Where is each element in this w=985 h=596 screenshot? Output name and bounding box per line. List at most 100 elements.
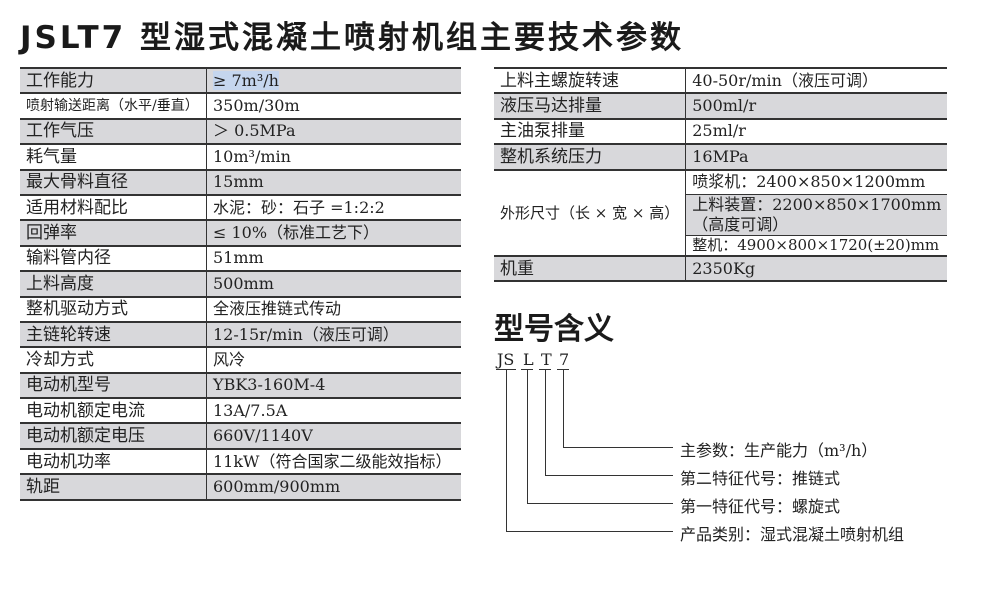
spec-label: 上料高度: [20, 270, 207, 298]
table-row: 整机系统压力 16MPa: [494, 143, 948, 171]
right-spec-table: 上料主螺旋转速 40-50r/min（液压可调） 液压马达排量 500ml/r 主油…: [494, 66, 948, 283]
spec-value-text: 全液压推链式传动: [213, 299, 342, 319]
spec-value-text: 水泥：砂：石子 =1:2:2: [213, 197, 385, 217]
spec-label: 轨距: [20, 473, 207, 501]
spec-label: 液压马达排量: [494, 92, 687, 120]
spec-value-text: ≤ 10%（标准工艺下）: [213, 223, 380, 243]
spec-value-text: 500mm: [213, 273, 274, 293]
spec-value-text: YBK3-160M-4: [213, 375, 326, 395]
spec-value-text: ≥ 7m³/h: [213, 70, 279, 90]
table-row: 工作能力 ≥ 7m³/h: [20, 66, 461, 95]
spec-value-text: 15mm: [213, 172, 264, 192]
table-row: 上料高度 500mm: [20, 270, 461, 298]
spec-value: 600mm/900mm: [206, 473, 461, 501]
spec-value: 25ml/r: [685, 117, 948, 146]
spec-label: 最大骨料直径: [20, 168, 207, 196]
spec-value-text: 12-15r/min（液压可调）: [213, 324, 399, 344]
spec-label: 机重: [494, 254, 687, 283]
spec-label: 回弹率: [20, 219, 207, 247]
code-l: L: [523, 350, 534, 369]
table-row: 整机驱动方式 全液压推链式传动: [20, 295, 461, 323]
spec-label: 主链轮转速: [20, 320, 207, 349]
spec-value: 水泥：砂：石子 =1:2:2: [206, 193, 461, 222]
spec-value: 11kW（符合国家二级能效指标）: [206, 447, 461, 476]
table-row: 电动机功率 11kW（符合国家二级能效指标）: [20, 447, 461, 476]
model-code-diagram: JS L T 7 主参数：生产能力（m³/h） 第二特征代号：推链式 第一特征代…: [490, 340, 940, 550]
table-row: 上料装置：2200×850×1700mm （高度可调）: [494, 193, 948, 236]
code-label-first-feature: 第一特征代号：螺旋式: [680, 497, 841, 516]
model-meaning-title: 型号含义: [494, 312, 614, 347]
spec-label: 整机驱动方式: [20, 295, 207, 323]
table-row: 电动机额定电压 660V/1140V: [20, 422, 461, 450]
spec-value: 350m/30m: [206, 92, 461, 120]
spec-value: 12-15r/min（液压可调）: [206, 320, 461, 349]
spec-value-text: 660V/1140V: [213, 426, 313, 446]
spec-value-text: 600mm/900mm: [213, 476, 341, 496]
spec-label: 适用材料配比: [20, 193, 207, 222]
spec-label: 工作能力: [20, 66, 207, 95]
table-row: 轨距 600mm/900mm: [20, 473, 461, 501]
spec-label: 整机系统压力: [494, 143, 687, 171]
spec-value: 2350Kg: [685, 254, 948, 283]
spec-value-text: ＞ 0.5MPa: [213, 121, 296, 141]
spec-label: 输料管内径: [20, 244, 207, 273]
spec-value: YBK3-160M-4: [206, 371, 461, 400]
spec-value-text: 11kW（符合国家二级能效指标）: [213, 451, 452, 471]
spec-value-text: 10m³/min: [213, 146, 291, 166]
spec-value: 40-50r/min（液压可调）: [685, 66, 948, 95]
spec-label: 上料主螺旋转速: [494, 66, 687, 95]
spec-value: 500mm: [206, 270, 461, 298]
spec-value: 全液压推链式传动: [206, 295, 461, 323]
page-title: JSLT7 型湿式混凝土喷射机组主要技术参数: [20, 20, 684, 56]
spec-value-note: （高度可调）: [692, 214, 789, 234]
spec-label: 电动机型号: [20, 371, 207, 400]
left-spec-table: 工作能力 ≥ 7m³/h 喷射输送距离（水平/垂直） 350m/30m 工作气压 ＞ 0.…: [20, 66, 461, 501]
table-row: 冷却方式 风冷: [20, 346, 461, 374]
spec-label: 工作气压: [20, 117, 207, 146]
spec-value: 51mm: [206, 244, 461, 273]
spec-value: 喷浆机：2400×850×1200mm: [685, 168, 948, 195]
table-row: 机重 2350Kg: [494, 254, 948, 283]
table-row: 主油泵排量 25ml/r: [494, 117, 948, 146]
spec-value: 整机：4900×800×1720(±20)mm: [685, 234, 948, 257]
spec-value-text: 13A/7.5A: [213, 400, 288, 420]
spec-value-text: 风冷: [213, 349, 246, 369]
table-row: 上料主螺旋转速 40-50r/min（液压可调）: [494, 66, 948, 95]
table-row: 回弹率 ≤ 10%（标准工艺下）: [20, 219, 461, 247]
table-row: 最大骨料直径 15mm: [20, 168, 461, 196]
spec-value: ≥ 7m³/h: [206, 66, 461, 95]
code-js: JS: [497, 350, 515, 369]
table-row: 主链轮转速 12-15r/min（液压可调）: [20, 320, 461, 349]
spec-value: 上料装置：2200×850×1700mm: [692, 194, 942, 214]
spec-label: 外形尺寸（长 × 宽 × 高）: [494, 168, 687, 257]
table-row: 输料管内径 51mm: [20, 244, 461, 273]
code-7: 7: [559, 350, 570, 369]
spec-label: 电动机额定电压: [20, 422, 207, 450]
spec-value-text: 350m/30m: [213, 96, 300, 116]
spec-label: 冷却方式: [20, 346, 207, 374]
table-row: 电动机额定电流 13A/7.5A: [20, 397, 461, 425]
spec-value: 13A/7.5A: [206, 397, 461, 425]
table-row: 适用材料配比 水泥：砂：石子 =1:2:2: [20, 193, 461, 222]
spec-label: 电动机功率: [20, 447, 207, 476]
spec-value: 15mm: [206, 168, 461, 196]
spec-value: 660V/1140V: [206, 422, 461, 450]
spec-value: 500ml/r: [685, 92, 948, 120]
spec-value: 16MPa: [685, 143, 948, 171]
table-row: 液压马达排量 500ml/r: [494, 92, 948, 120]
table-row: 喷射输送距离（水平/垂直） 350m/30m: [20, 92, 461, 120]
table-row: 电动机型号 YBK3-160M-4: [20, 371, 461, 400]
spec-label: 主油泵排量: [494, 117, 687, 146]
spec-label: 电动机额定电流: [20, 397, 207, 425]
spec-value: ＞ 0.5MPa: [206, 117, 461, 146]
spec-label: 喷射输送距离（水平/垂直）: [20, 92, 207, 120]
table-row: 整机：4900×800×1720(±20)mm: [494, 234, 948, 257]
spec-value: ≤ 10%（标准工艺下）: [206, 219, 461, 247]
spec-value: 10m³/min: [206, 143, 461, 171]
code-label-second-feature: 第二特征代号：推链式: [680, 469, 841, 488]
code-label-main-param: 主参数：生产能力（m³/h）: [680, 441, 878, 460]
table-row: 外形尺寸（长 × 宽 × 高） 喷浆机：2400×850×1200mm: [494, 168, 948, 257]
spec-value: 风冷: [206, 346, 461, 374]
code-t: T: [541, 350, 552, 369]
table-row: 耗气量 10m³/min: [20, 143, 461, 171]
